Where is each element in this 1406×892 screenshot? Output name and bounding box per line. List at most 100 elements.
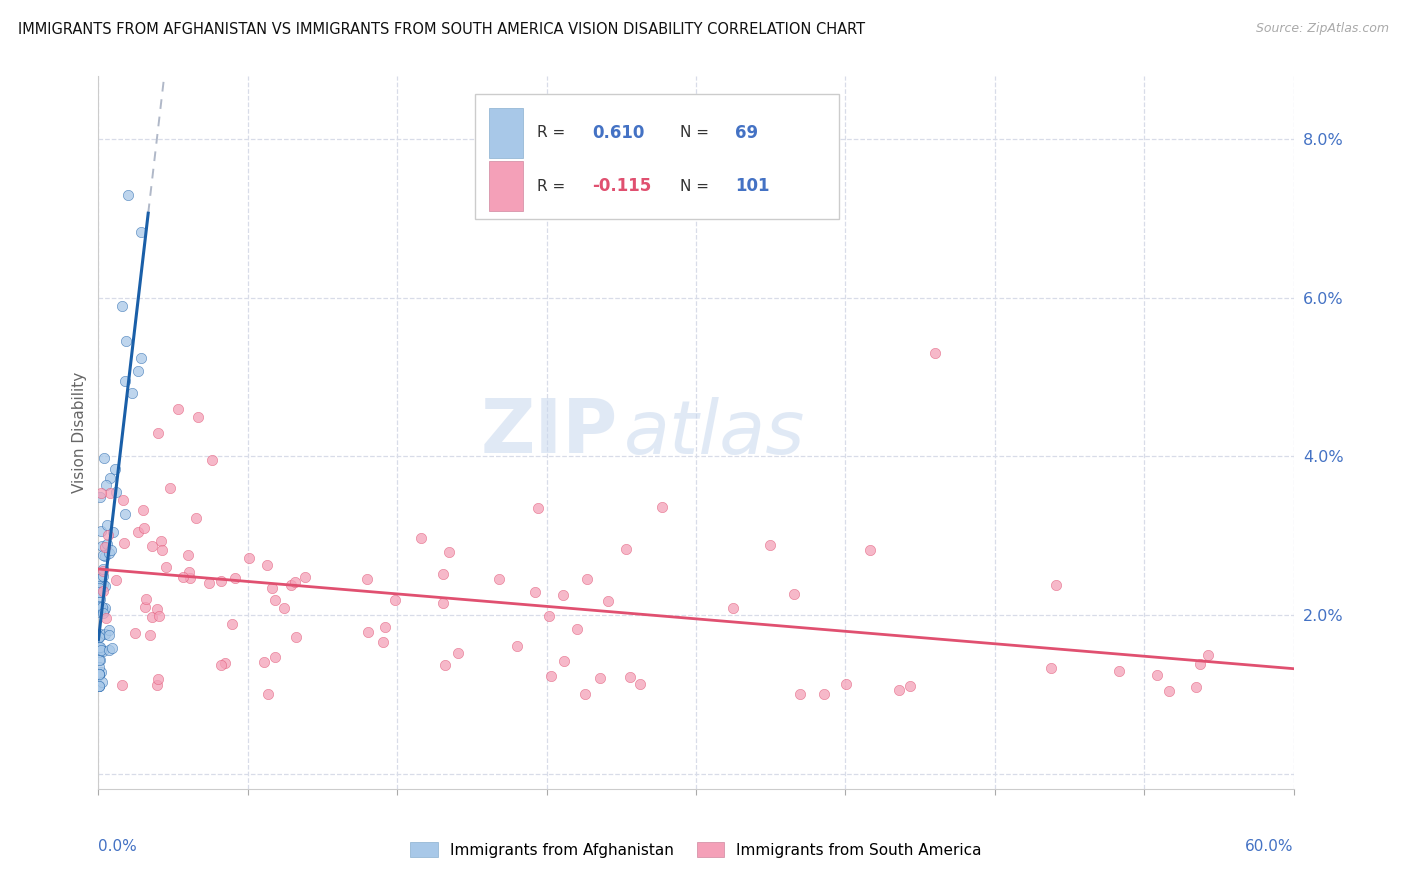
Text: -0.115: -0.115 bbox=[592, 178, 651, 195]
Point bbox=[524, 584, 547, 599]
Text: 0.0%: 0.0% bbox=[98, 839, 138, 855]
Point bbox=[111, 678, 134, 692]
Point bbox=[252, 656, 274, 670]
Point bbox=[91, 548, 114, 562]
Point bbox=[112, 536, 135, 550]
Point bbox=[94, 540, 117, 554]
Point bbox=[89, 629, 111, 643]
Point bbox=[209, 574, 232, 589]
Point bbox=[93, 601, 115, 615]
Point bbox=[384, 592, 406, 607]
Point bbox=[527, 500, 550, 515]
Point bbox=[589, 671, 612, 685]
Point bbox=[357, 624, 380, 639]
Point bbox=[214, 656, 236, 670]
Point bbox=[89, 601, 111, 615]
Point bbox=[100, 543, 122, 558]
Point bbox=[197, 575, 219, 590]
Point bbox=[155, 559, 177, 574]
Point bbox=[1185, 680, 1208, 694]
Point bbox=[371, 634, 394, 648]
Text: 69: 69 bbox=[735, 124, 758, 142]
Point bbox=[129, 351, 152, 365]
Point bbox=[89, 630, 111, 644]
Point bbox=[432, 567, 454, 582]
Point bbox=[145, 678, 167, 692]
Point bbox=[284, 575, 307, 590]
Point bbox=[148, 425, 170, 440]
Point bbox=[356, 572, 378, 586]
Point bbox=[89, 581, 111, 595]
Point bbox=[89, 490, 111, 504]
Point bbox=[141, 539, 163, 553]
Point bbox=[104, 462, 127, 476]
Point bbox=[565, 622, 588, 636]
Point bbox=[89, 630, 111, 644]
Text: 101: 101 bbox=[735, 178, 770, 195]
Text: R =: R = bbox=[537, 126, 571, 140]
Point bbox=[91, 644, 114, 658]
Point bbox=[91, 583, 114, 598]
Text: Source: ZipAtlas.com: Source: ZipAtlas.com bbox=[1256, 22, 1389, 36]
Point bbox=[186, 511, 208, 525]
Bar bbox=[489, 161, 523, 211]
Point bbox=[91, 562, 114, 576]
Point bbox=[90, 675, 112, 690]
Point bbox=[651, 500, 673, 515]
Point bbox=[89, 572, 111, 586]
Point bbox=[96, 517, 118, 532]
Point bbox=[94, 549, 117, 564]
Point bbox=[1108, 664, 1130, 678]
Point bbox=[576, 572, 599, 586]
Point bbox=[89, 679, 111, 693]
Point bbox=[134, 599, 156, 614]
Point bbox=[434, 657, 457, 672]
Point bbox=[280, 578, 302, 592]
Point bbox=[101, 640, 124, 655]
Text: 0.610: 0.610 bbox=[592, 124, 644, 142]
Point bbox=[89, 641, 111, 656]
Point bbox=[104, 574, 127, 588]
Point bbox=[89, 584, 111, 599]
Point bbox=[98, 471, 121, 485]
Point bbox=[97, 527, 120, 541]
Point bbox=[924, 346, 946, 360]
Point bbox=[89, 605, 111, 619]
Point bbox=[91, 577, 114, 591]
Point bbox=[93, 626, 115, 640]
Point bbox=[574, 687, 596, 701]
Point bbox=[89, 645, 111, 659]
Point bbox=[294, 570, 316, 584]
Text: N =: N = bbox=[681, 126, 714, 140]
Point bbox=[201, 452, 224, 467]
Point bbox=[783, 586, 806, 600]
Point bbox=[887, 683, 910, 698]
Point bbox=[488, 572, 510, 586]
Point bbox=[96, 611, 118, 625]
Point bbox=[111, 492, 134, 507]
Point bbox=[179, 571, 201, 585]
Point bbox=[447, 646, 470, 660]
Point bbox=[141, 609, 163, 624]
Point bbox=[98, 485, 121, 500]
Point bbox=[628, 677, 651, 691]
Point bbox=[89, 644, 111, 658]
Point bbox=[187, 409, 209, 424]
Point bbox=[167, 401, 190, 416]
Point bbox=[209, 658, 232, 673]
Point bbox=[89, 599, 111, 614]
Point bbox=[221, 617, 243, 632]
Point bbox=[98, 643, 121, 657]
Point bbox=[89, 666, 111, 681]
Point bbox=[101, 524, 124, 539]
Point bbox=[114, 334, 136, 348]
Point bbox=[91, 569, 114, 583]
Text: atlas: atlas bbox=[624, 397, 806, 468]
Point bbox=[89, 668, 111, 682]
Point bbox=[1189, 657, 1212, 672]
Point bbox=[1159, 684, 1181, 698]
Point bbox=[90, 524, 112, 538]
Point bbox=[89, 679, 111, 693]
Text: N =: N = bbox=[681, 179, 714, 194]
Point bbox=[98, 546, 121, 560]
